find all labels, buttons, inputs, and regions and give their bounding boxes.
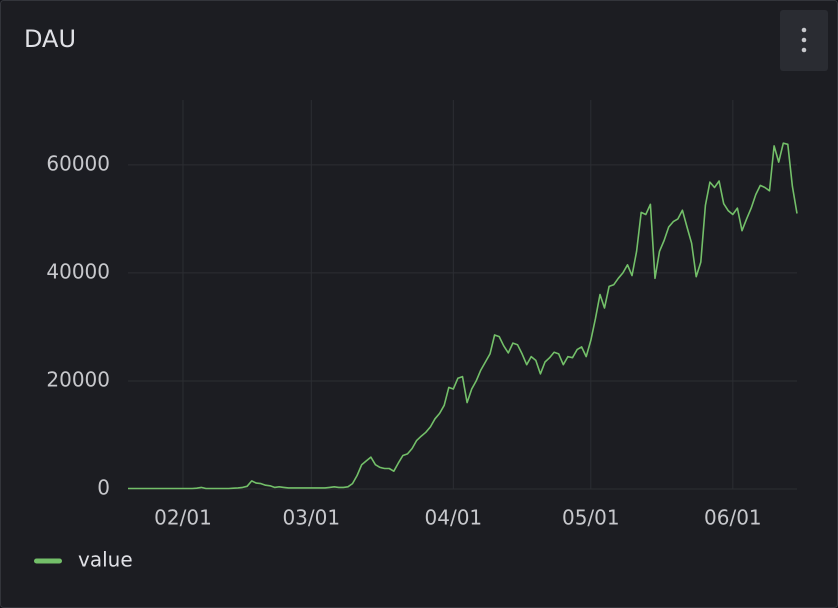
legend-label: value bbox=[78, 548, 133, 572]
panel-menu[interactable] bbox=[780, 10, 828, 71]
menu-dot bbox=[801, 27, 807, 33]
series-line bbox=[128, 142, 798, 490]
y-tick-label: 0 bbox=[97, 476, 110, 500]
panel-title: DAU bbox=[24, 25, 76, 53]
legend-swatch bbox=[34, 558, 62, 564]
y-tick-label: 60000 bbox=[46, 151, 110, 175]
x-tick-label: 04/01 bbox=[425, 506, 483, 530]
y-tick-label: 20000 bbox=[46, 367, 110, 391]
plot: 0 20000 40000 60000 02/01 03/01 04/01 05/01 06/0… bbox=[34, 100, 798, 572]
menu-dot bbox=[801, 47, 807, 53]
menu-dot bbox=[801, 37, 807, 43]
x-tick-label: 03/01 bbox=[282, 506, 340, 530]
x-tick-label: 02/01 bbox=[154, 506, 212, 530]
y-tick-label: 40000 bbox=[46, 259, 110, 283]
x-tick-label: 06/01 bbox=[704, 506, 762, 530]
x-tick-label: 05/01 bbox=[562, 506, 620, 530]
